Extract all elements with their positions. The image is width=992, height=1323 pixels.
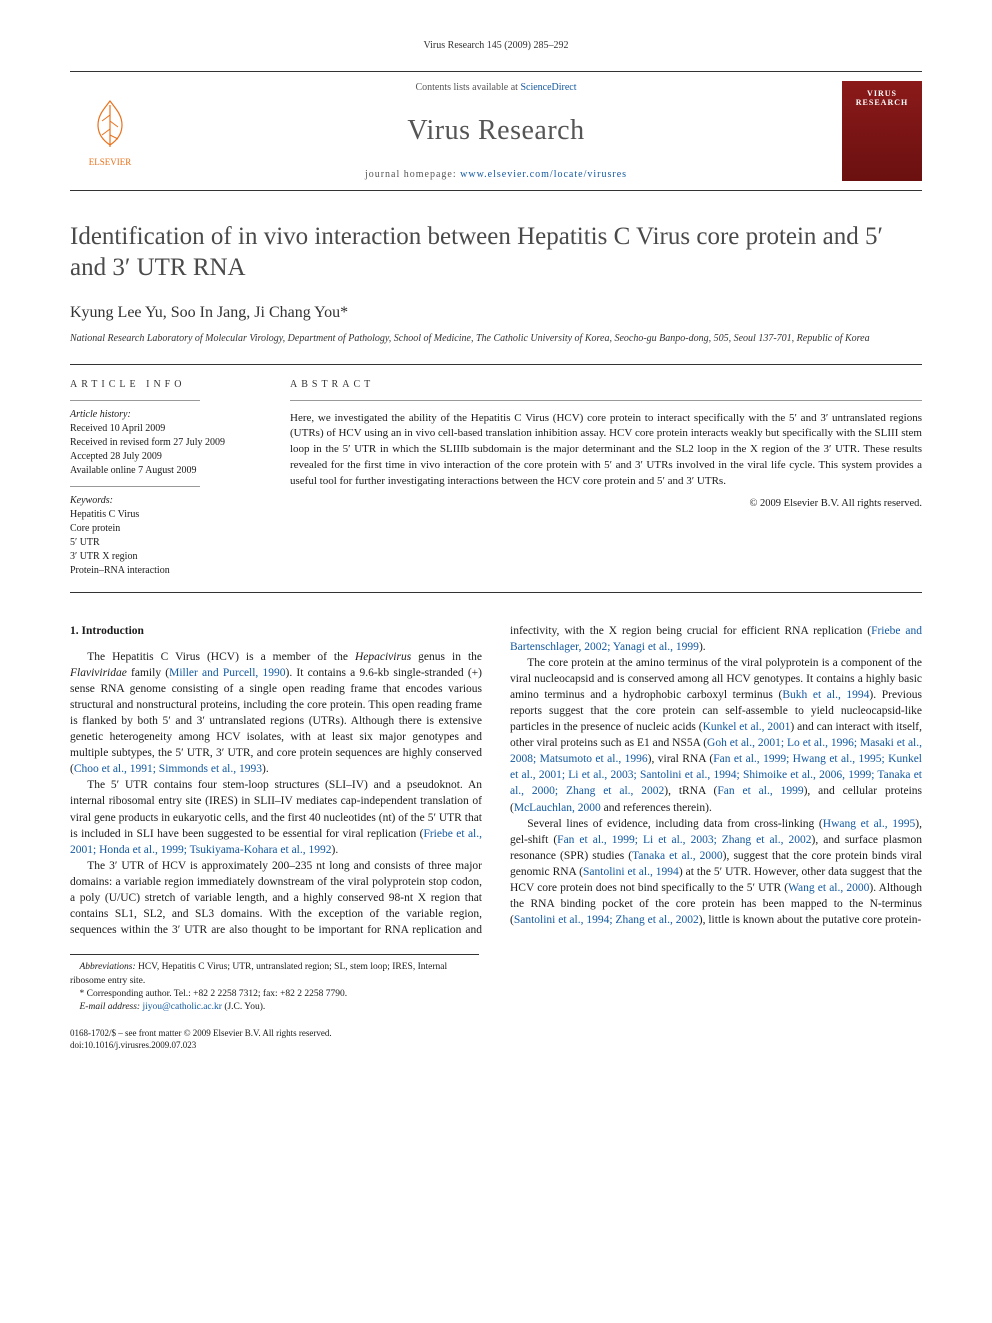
citation-link[interactable]: Bukh et al., 1994	[782, 689, 869, 701]
journal-name: Virus Research	[150, 115, 842, 147]
section-1-heading: 1. Introduction	[70, 623, 482, 639]
keyword-2: Core protein	[70, 522, 256, 536]
contents-line: Contents lists available at ScienceDirec…	[150, 82, 842, 93]
citation-link[interactable]: Hwang et al., 1995	[823, 818, 916, 830]
citation-link[interactable]: Choo et al., 1991; Simmonds et al., 1993	[74, 763, 262, 775]
paragraph-1: The Hepatitis C Virus (HCV) is a member …	[70, 649, 482, 778]
keywords-label: Keywords:	[70, 495, 256, 506]
text: ).	[699, 641, 706, 653]
corr-text: Tel.: +82 2 2258 7312; fax: +82 2 2258 7…	[174, 989, 347, 999]
text: ), little is known about the putative co…	[699, 914, 922, 926]
affiliation: National Research Laboratory of Molecula…	[70, 332, 922, 346]
genus-italic: Hepacivirus	[355, 651, 411, 663]
text: The 5′ UTR contains four stem-loop struc…	[70, 779, 482, 839]
citation-link[interactable]: Santolini et al., 1994; Zhang et al., 20…	[514, 914, 699, 926]
online-date: Available online 7 August 2009	[70, 464, 256, 478]
corresponding-author-footnote: * Corresponding author. Tel.: +82 2 2258…	[70, 988, 479, 1001]
journal-cover-thumbnail: VIRUS RESEARCH	[842, 81, 922, 181]
accepted-date: Accepted 28 July 2009	[70, 450, 256, 464]
citation-link[interactable]: McLauchlan, 2000	[514, 802, 601, 814]
banner-center: Contents lists available at ScienceDirec…	[150, 72, 842, 190]
email-label: E-mail address:	[80, 1002, 141, 1012]
body-text: 1. Introduction The Hepatitis C Virus (H…	[70, 623, 922, 939]
corr-label: * Corresponding author.	[80, 989, 174, 999]
footer-doi: doi:10.1016/j.virusres.2009.07.023	[70, 1040, 922, 1052]
abstract-heading: abstract	[290, 379, 922, 390]
citation-link[interactable]: Fan et al., 1999; Li et al., 2003; Zhang…	[557, 834, 811, 846]
abstract-text: Here, we investigated the ability of the…	[290, 411, 922, 491]
citation-link[interactable]: Fan et al., 1999	[717, 785, 803, 797]
revised-date: Received in revised form 27 July 2009	[70, 436, 256, 450]
article-info-heading: article info	[70, 379, 256, 390]
keyword-1: Hepatitis C Virus	[70, 508, 256, 522]
abbrev-label: Abbreviations:	[80, 962, 136, 972]
publisher-name: ELSEVIER	[89, 157, 132, 167]
text: genus in the	[411, 651, 482, 663]
homepage-link[interactable]: www.elsevier.com/locate/virusres	[460, 169, 627, 180]
homepage-prefix: journal homepage:	[365, 169, 460, 180]
info-abstract-row: article info Article history: Received 1…	[70, 364, 922, 593]
text: ).	[332, 844, 339, 856]
footnotes: Abbreviations: HCV, Hepatitis C Virus; U…	[70, 954, 479, 1014]
text: Several lines of evidence, including dat…	[527, 818, 823, 830]
text: family (	[127, 667, 169, 679]
text: ), tRNA (	[664, 785, 717, 797]
abstract: abstract Here, we investigated the abili…	[270, 365, 922, 592]
citation-link[interactable]: Tanaka et al., 2000	[632, 850, 723, 862]
keyword-3: 5′ UTR	[70, 536, 256, 550]
email-link[interactable]: jiyou@catholic.ac.kr	[140, 1002, 224, 1012]
citation-link[interactable]: Kunkel et al., 2001	[703, 721, 791, 733]
page-footer: 0168-1702/$ – see front matter © 2009 El…	[70, 1028, 922, 1051]
received-date: Received 10 April 2009	[70, 422, 256, 436]
paragraph-5: Several lines of evidence, including dat…	[510, 816, 922, 929]
footer-copyright: 0168-1702/$ – see front matter © 2009 El…	[70, 1028, 922, 1040]
running-head: Virus Research 145 (2009) 285–292	[70, 40, 922, 51]
elsevier-logo: ELSEVIER	[70, 95, 150, 167]
elsevier-tree-icon	[84, 95, 136, 155]
text: ). It contains a 9.6-kb single-stranded …	[70, 667, 482, 776]
citation-link[interactable]: Santolini et al., 1994	[583, 866, 679, 878]
cover-text-2: RESEARCH	[856, 98, 908, 107]
sciencedirect-link[interactable]: ScienceDirect	[520, 82, 576, 93]
journal-banner: ELSEVIER Contents lists available at Sci…	[70, 71, 922, 191]
email-footnote: E-mail address: jiyou@catholic.ac.kr (J.…	[70, 1001, 479, 1014]
history-label: Article history:	[70, 409, 256, 420]
keyword-4: 3′ UTR X region	[70, 550, 256, 564]
text: ).	[262, 763, 269, 775]
copyright: © 2009 Elsevier B.V. All rights reserved…	[290, 498, 922, 509]
email-who: (J.C. You).	[224, 1002, 265, 1012]
text: and references therein).	[601, 802, 712, 814]
citation-link[interactable]: Miller and Purcell, 1990	[169, 667, 285, 679]
text: The Hepatitis C Virus (HCV) is a member …	[87, 651, 355, 663]
citation-link[interactable]: Wang et al., 2000	[788, 882, 869, 894]
abbreviations-footnote: Abbreviations: HCV, Hepatitis C Virus; U…	[70, 961, 479, 988]
article-title: Identification of in vivo interaction be…	[70, 221, 922, 284]
keyword-5: Protein–RNA interaction	[70, 564, 256, 578]
paragraph-2: The 5′ UTR contains four stem-loop struc…	[70, 777, 482, 857]
article-info: article info Article history: Received 1…	[70, 365, 270, 592]
authors: Kyung Lee Yu, Soo In Jang, Ji Chang You*	[70, 304, 922, 322]
text: ), viral RNA (	[648, 753, 714, 765]
contents-prefix: Contents lists available at	[415, 82, 520, 93]
paragraph-4: The core protein at the amino terminus o…	[510, 655, 922, 816]
family-italic: Flaviviridae	[70, 667, 127, 679]
homepage-line: journal homepage: www.elsevier.com/locat…	[150, 169, 842, 180]
cover-text-1: VIRUS	[867, 89, 897, 98]
